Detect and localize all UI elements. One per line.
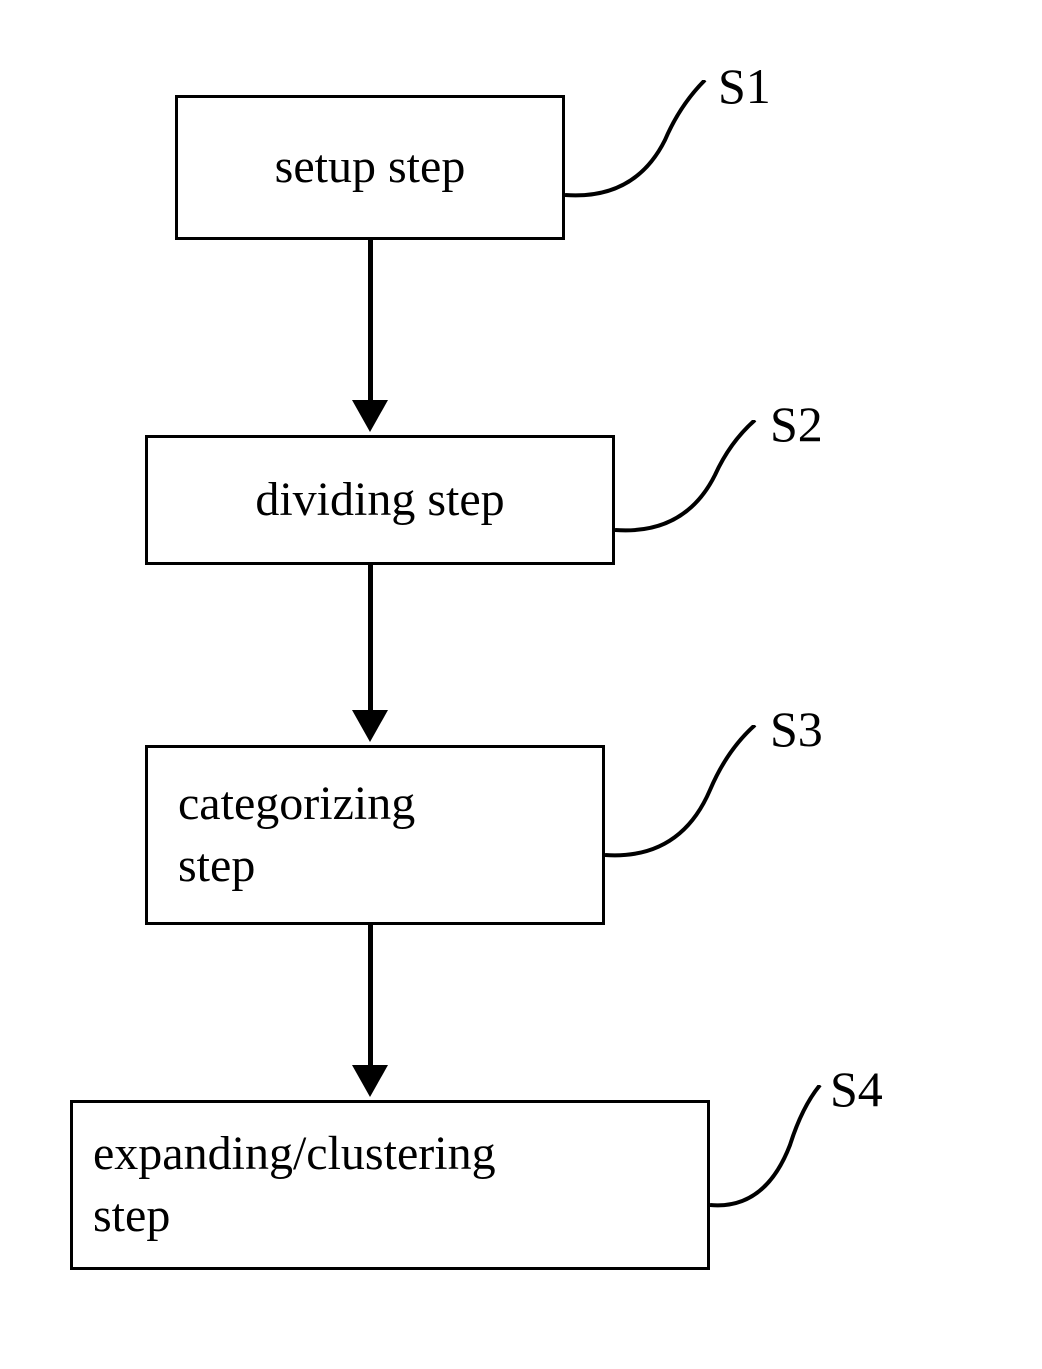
step-label-s3: S3 (770, 700, 823, 758)
step-box-s2: dividing step (145, 435, 615, 565)
arrow-s3-s4 (368, 925, 373, 1070)
flowchart-container: setup step S1 dividing step S2 categoriz… (0, 0, 1042, 1369)
arrowhead-s1-s2 (352, 400, 388, 432)
step-label-s1: S1 (718, 57, 771, 115)
curve-s3 (605, 725, 775, 870)
step-text-s2: dividing step (255, 469, 504, 531)
step-box-s3: categorizing step (145, 745, 605, 925)
arrow-s1-s2 (368, 240, 373, 405)
curve-s4 (710, 1085, 840, 1220)
curve-s2 (615, 420, 775, 545)
step-box-s1: setup step (175, 95, 565, 240)
step-text-s4: expanding/clustering step (73, 1123, 707, 1248)
arrowhead-s2-s3 (352, 710, 388, 742)
step-label-s2: S2 (770, 395, 823, 453)
curve-s1 (565, 80, 725, 210)
arrowhead-s3-s4 (352, 1065, 388, 1097)
arrow-s2-s3 (368, 565, 373, 715)
step-text-s1: setup step (275, 136, 466, 198)
step-text-s3: categorizing step (148, 773, 602, 898)
step-box-s4: expanding/clustering step (70, 1100, 710, 1270)
